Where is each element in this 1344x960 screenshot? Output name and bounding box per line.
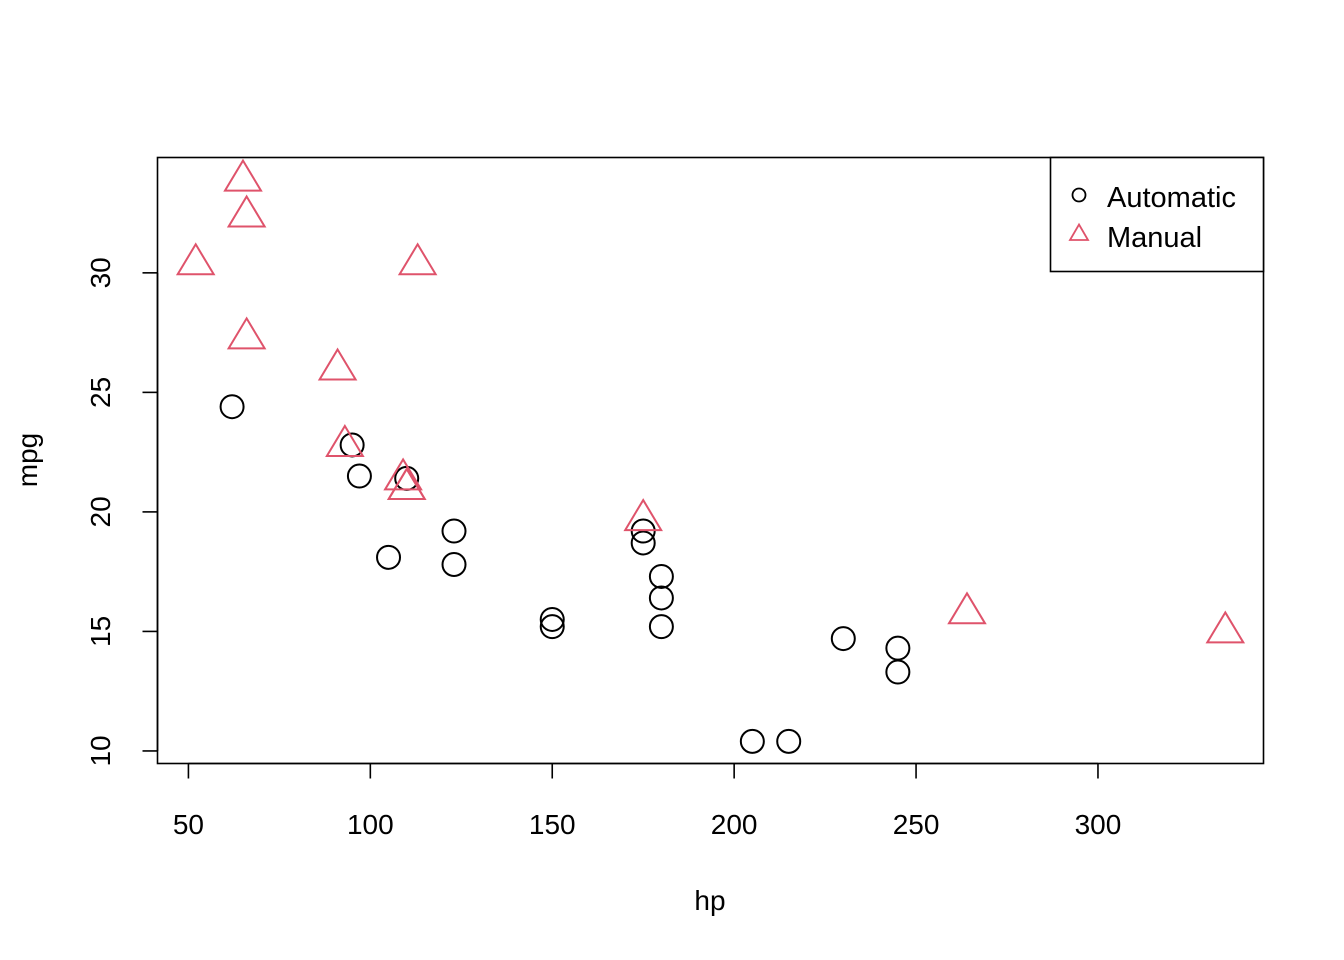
y-tick-label: 25: [85, 377, 116, 408]
y-tick-label: 30: [85, 257, 116, 288]
legend-triangle-marker: [1068, 222, 1090, 241]
point-manual: [226, 194, 267, 228]
y-tick-label: 15: [85, 616, 116, 647]
point-manual: [226, 316, 267, 350]
legend-circle-marker: [1071, 187, 1087, 203]
y-axis-label: mpg: [12, 433, 43, 487]
point-automatic: [346, 463, 372, 489]
point-manual: [1205, 610, 1246, 644]
point-automatic: [539, 614, 565, 640]
point-automatic: [739, 728, 765, 754]
x-tick-label: 300: [1075, 809, 1122, 840]
point-manual: [947, 591, 987, 625]
y-axis: 10 15 20 25 30: [85, 257, 159, 767]
point-manual: [397, 242, 438, 276]
x-tick-label: 150: [529, 809, 576, 840]
point-automatic: [219, 394, 245, 420]
point-automatic: [630, 530, 656, 556]
x-tick-label: 250: [893, 809, 940, 840]
y-tick-label: 10: [85, 735, 116, 766]
legend-label-manual: Manual: [1107, 222, 1202, 254]
point-automatic: [648, 585, 674, 611]
point-manual: [623, 498, 663, 532]
legend-label-automatic: Automatic: [1107, 182, 1236, 214]
legend: Automatic Manual: [1049, 156, 1265, 273]
point-manual: [223, 158, 263, 192]
point-automatic: [441, 551, 467, 577]
y-tick-label: 20: [85, 496, 116, 527]
x-axis-label: hp: [694, 885, 725, 916]
point-automatic: [539, 606, 565, 632]
point-automatic: [776, 728, 802, 754]
point-manual: [386, 467, 427, 500]
point-manual: [175, 242, 216, 276]
x-tick-label: 200: [711, 809, 758, 840]
x-tick-label: 50: [173, 809, 204, 840]
x-axis: 50 100 150 200 250 300: [173, 762, 1122, 840]
point-manual: [317, 347, 358, 381]
data-points: [175, 158, 1246, 754]
point-automatic: [441, 518, 467, 544]
x-tick-label: 100: [347, 809, 394, 840]
point-automatic: [830, 626, 856, 652]
point-manual: [325, 424, 365, 457]
point-automatic: [648, 563, 674, 589]
legend-box: [1049, 156, 1265, 273]
point-automatic: [376, 544, 402, 570]
point-automatic: [885, 659, 911, 685]
point-automatic: [648, 614, 674, 640]
point-manual: [383, 457, 423, 491]
